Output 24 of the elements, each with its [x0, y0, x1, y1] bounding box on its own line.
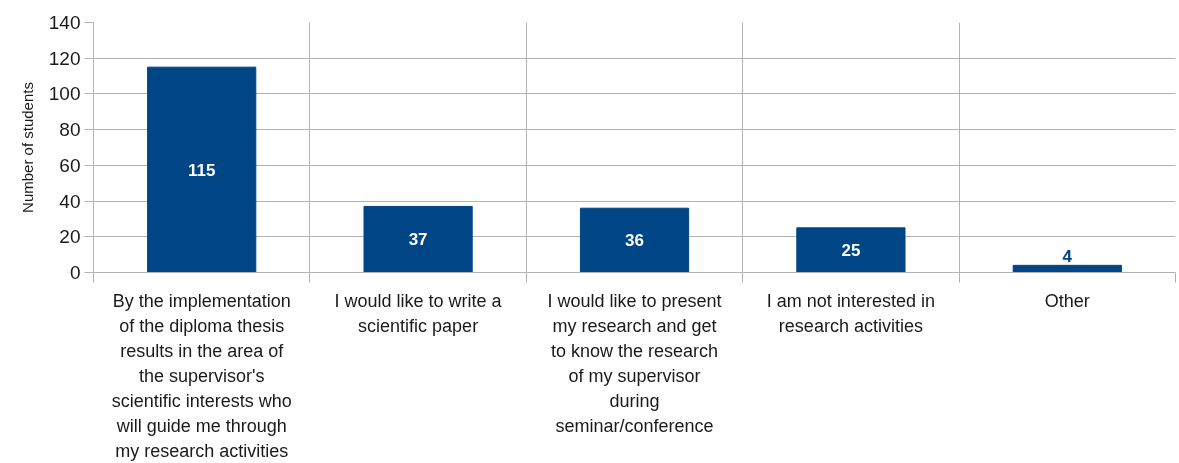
- x-tick-label: I am not interested in research activities: [766, 290, 935, 336]
- bar: [147, 66, 257, 273]
- bar: [796, 227, 906, 273]
- data-label: 25: [841, 241, 861, 261]
- data-label: 4: [1062, 247, 1073, 267]
- bar: [579, 207, 690, 273]
- y-tick-label: 100: [48, 83, 81, 105]
- y-tick-label: 140: [48, 12, 81, 33]
- x-tick-label: By the implementation of the diploma thesis results in the area of the supervisor's scientific interests who will guide me through my research activities: [111, 290, 292, 461]
- x-tick-label: Other: [1044, 290, 1090, 311]
- data-label: 36: [625, 231, 644, 251]
- x-tick-label: I would like to present my research and get to know the research of my supervisor during seminar/conference: [547, 290, 722, 436]
- x-tick-label: I would like to write a scientific paper: [334, 290, 503, 336]
- data-label: 37: [408, 230, 428, 250]
- y-tick-label: 40: [59, 190, 81, 212]
- y-tick-label: 120: [48, 47, 81, 69]
- data-label: 115: [187, 160, 216, 180]
- bar: [363, 205, 473, 273]
- y-tick-label: 80: [59, 119, 81, 141]
- y-tick-label: 20: [59, 226, 81, 248]
- y-tick-label: 60: [59, 154, 81, 176]
- bar: [1012, 264, 1122, 273]
- y-axis-title: Number of students: [18, 82, 36, 213]
- y-tick-label: 0: [69, 262, 81, 283]
